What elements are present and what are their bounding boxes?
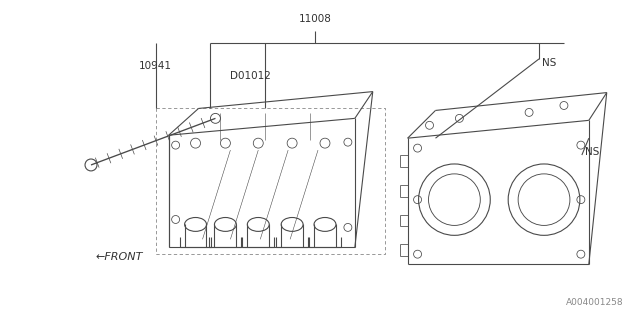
- Text: 10941: 10941: [139, 61, 172, 71]
- Text: NS: NS: [542, 58, 556, 68]
- Text: D01012: D01012: [230, 71, 271, 81]
- Text: A004001258: A004001258: [566, 298, 623, 307]
- Text: ←FRONT: ←FRONT: [95, 252, 143, 262]
- Text: 11008: 11008: [299, 14, 332, 24]
- Text: NS: NS: [585, 147, 599, 157]
